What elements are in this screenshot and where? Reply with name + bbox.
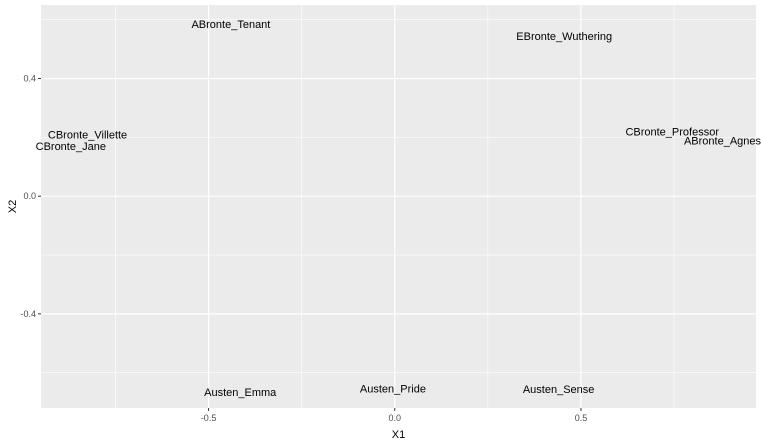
point-label: ABronte_Agnes [684, 135, 761, 147]
y-tick-label: 0.4 [23, 74, 36, 84]
major-gridlines [41, 5, 756, 408]
x-axis-title: X1 [392, 429, 405, 441]
point-labels: ABronte_Tenant EBronte_Wuthering CBronte_V… [36, 19, 761, 399]
point-label: CBronte_Jane [36, 141, 106, 153]
point-label: Austen_Pride [360, 383, 426, 395]
minor-gridlines [41, 5, 756, 408]
x-tick-label: 0.5 [575, 413, 588, 423]
y-tick-label: 0.0 [23, 191, 36, 201]
point-label: EBronte_Wuthering [516, 31, 612, 43]
x-tick-label: 0.0 [389, 413, 402, 423]
point-label: Austen_Sense [523, 384, 595, 396]
y-tick-label: -0.4 [20, 309, 36, 319]
y-axis-ticks: -0.4 0.0 0.4 [20, 74, 41, 319]
point-label: ABronte_Tenant [191, 19, 270, 31]
x-tick-label: -0.5 [201, 413, 217, 423]
y-axis-title: X2 [7, 200, 19, 213]
plot-panel [41, 5, 756, 408]
point-label: Austen_Emma [204, 387, 277, 399]
point-label: CBronte_Professor [625, 126, 719, 138]
x-axis-ticks: -0.5 0.0 0.5 [201, 408, 587, 423]
point-label: CBronte_Villette [48, 129, 127, 141]
